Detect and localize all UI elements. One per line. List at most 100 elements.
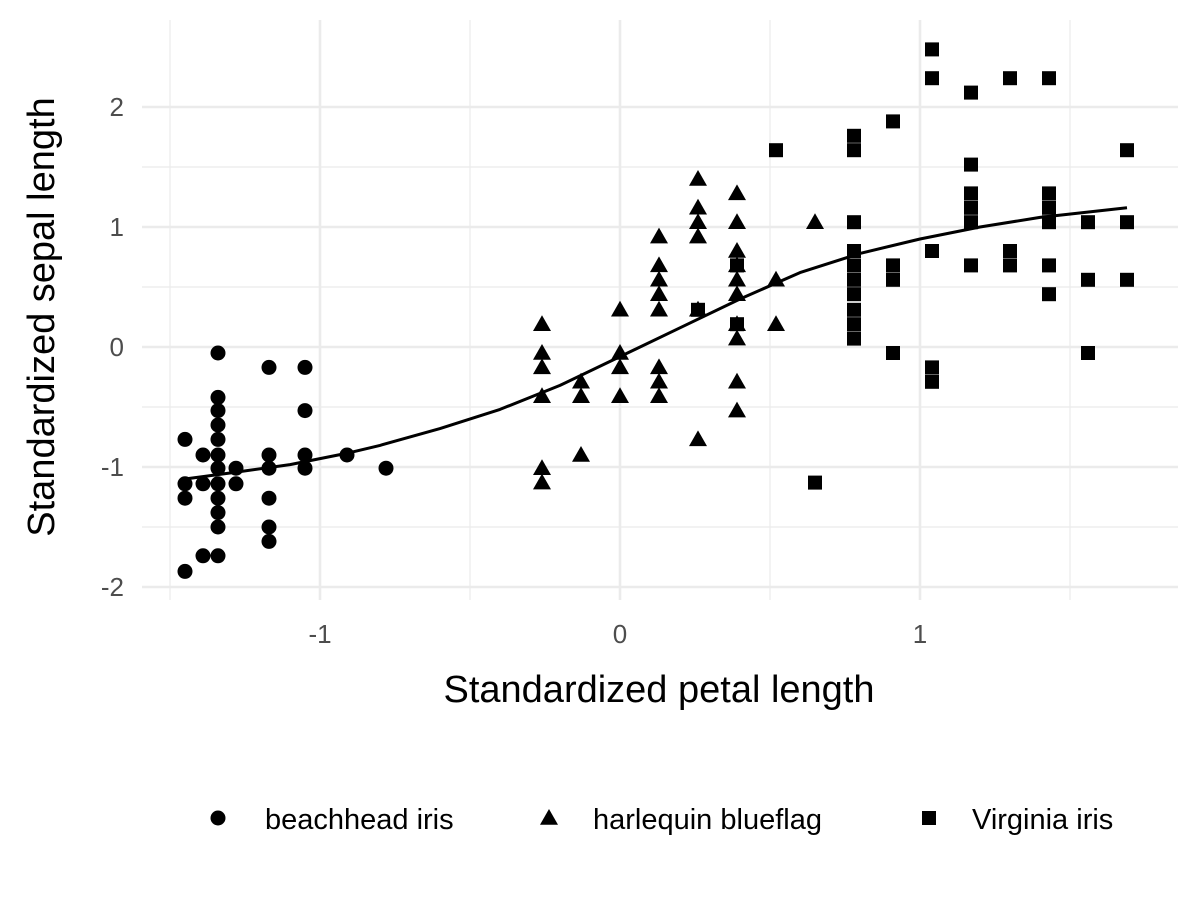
- data-point-square: [730, 317, 744, 332]
- x-axis-title: Standardized petal length: [444, 669, 875, 711]
- data-point-circle: [261, 533, 277, 549]
- data-point-circle: [378, 460, 394, 476]
- data-point-square: [1003, 244, 1017, 258]
- data-point-triangle: [650, 270, 668, 287]
- y-axis-title: Standardized sepal length: [21, 97, 63, 536]
- data-point-triangle: [767, 315, 785, 331]
- y-tick-labels: -2 -1 0 1 2: [101, 92, 124, 602]
- data-point-triangle: [650, 227, 668, 244]
- data-point-square: [1120, 215, 1134, 230]
- data-point-triangle: [572, 387, 590, 403]
- x-tick-label: 1: [913, 619, 927, 649]
- data-point-square: [964, 200, 978, 215]
- data-point-triangle: [650, 285, 668, 301]
- data-point-triangle: [611, 358, 629, 375]
- data-point-triangle: [650, 387, 668, 403]
- legend-label: beachhead iris: [265, 804, 454, 836]
- legend-item: beachhead iris: [210, 804, 454, 836]
- data-point-square: [964, 157, 978, 172]
- data-point-circle: [195, 548, 211, 564]
- data-point-square: [1042, 215, 1056, 230]
- legend-label: Virginia iris: [972, 804, 1113, 836]
- data-point-triangle: [611, 387, 629, 403]
- data-point-square: [847, 331, 861, 346]
- data-point-triangle: [689, 213, 707, 229]
- data-point-square: [1003, 71, 1017, 86]
- data-point-triangle: [533, 459, 551, 475]
- data-point-square: [964, 258, 978, 273]
- data-point-circle: [228, 460, 244, 476]
- data-point-triangle: [572, 446, 590, 462]
- data-point-triangle: [533, 344, 551, 360]
- data-point-square: [847, 317, 861, 332]
- series-triangle: [533, 170, 824, 490]
- smooth-trend-line: [184, 206, 1128, 481]
- x-tick-labels: -1 0 1: [308, 619, 927, 649]
- data-point-square: [1120, 272, 1134, 287]
- data-point-circle: [210, 389, 226, 405]
- data-point-square: [1003, 258, 1017, 273]
- data-point-square: [808, 475, 822, 490]
- data-point-square: [847, 215, 861, 230]
- data-point-circle: [261, 519, 277, 535]
- y-tick-label: -2: [101, 572, 124, 602]
- data-point-circle: [339, 447, 355, 463]
- data-point-square: [1042, 287, 1056, 302]
- data-point-circle: [228, 476, 244, 492]
- data-point-triangle: [728, 329, 746, 346]
- data-point-triangle: [533, 358, 551, 375]
- data-point-triangle: [767, 270, 785, 287]
- data-point-square: [847, 244, 861, 258]
- legend-item: harlequin blueflag: [540, 804, 822, 836]
- data-point-square: [964, 85, 978, 100]
- data-point-triangle: [533, 387, 551, 403]
- data-point-circle: [210, 490, 226, 506]
- data-point-square: [1081, 215, 1095, 230]
- series-circle: [177, 345, 394, 579]
- data-point-square: [847, 258, 861, 273]
- data-point-circle: [297, 447, 313, 463]
- data-point-square: [1042, 258, 1056, 273]
- data-point-square: [1120, 143, 1134, 158]
- data-point-circle: [210, 447, 226, 463]
- data-point-square: [886, 346, 900, 360]
- legend-label: harlequin blueflag: [593, 804, 822, 836]
- data-point-circle: [210, 476, 226, 492]
- data-point-circle: [210, 431, 226, 447]
- data-point-square: [847, 128, 861, 143]
- data-point-triangle: [533, 473, 551, 490]
- y-tick-label: 2: [110, 92, 124, 122]
- data-point-circle: [261, 447, 277, 463]
- data-point-square: [925, 71, 939, 86]
- data-point-circle: [195, 476, 211, 492]
- data-point-square: [925, 42, 939, 57]
- data-point-triangle: [728, 270, 746, 287]
- y-tick-label: -1: [101, 452, 124, 482]
- data-point-triangle: [689, 227, 707, 244]
- data-point-triangle: [806, 213, 824, 229]
- data-point-circle: [177, 490, 193, 506]
- data-point-square: [925, 360, 939, 375]
- data-point-triangle: [650, 372, 668, 389]
- data-point-circle: [210, 460, 226, 476]
- data-point-triangle: [689, 170, 707, 186]
- data-point-circle: [210, 403, 226, 419]
- data-point-square: [1081, 346, 1095, 360]
- data-point-circle: [261, 490, 277, 506]
- data-point-triangle: [650, 358, 668, 375]
- data-point-circle: [261, 460, 277, 476]
- y-tick-label: 0: [110, 332, 124, 362]
- data-point-triangle: [533, 315, 551, 331]
- data-point-square: [1042, 200, 1056, 215]
- data-point-triangle: [650, 300, 668, 317]
- data-point-square: [886, 258, 900, 273]
- y-tick-label: 1: [110, 212, 124, 242]
- data-point-square: [847, 272, 861, 287]
- data-point-square: [769, 143, 783, 158]
- data-point-square: [847, 143, 861, 158]
- data-point-triangle: [572, 372, 590, 389]
- data-point-triangle: [650, 256, 668, 273]
- major-gridlines: [142, 20, 1178, 600]
- data-point-triangle: [728, 285, 746, 301]
